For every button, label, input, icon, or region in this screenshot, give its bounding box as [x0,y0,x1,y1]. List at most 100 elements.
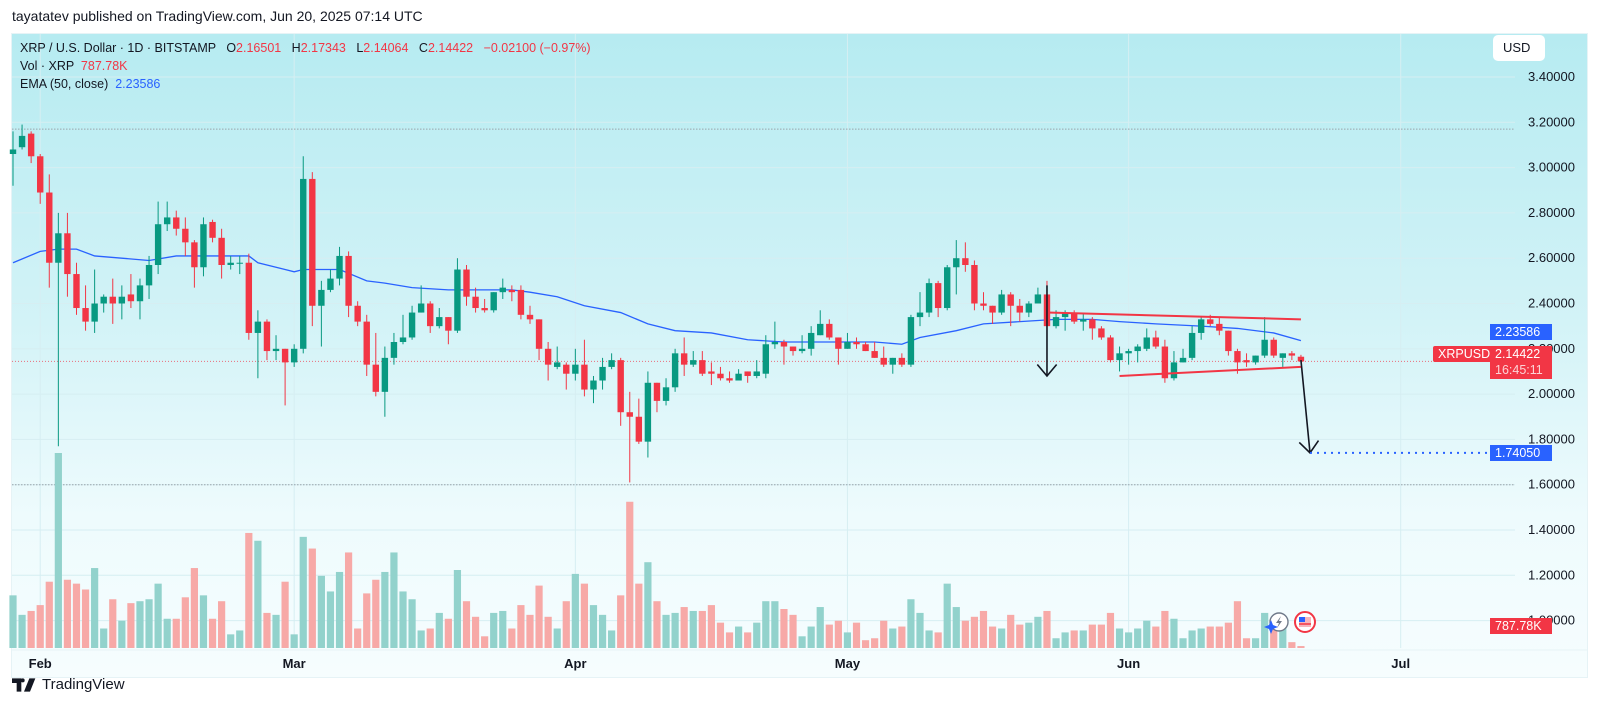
candle-body [1143,337,1150,349]
candle-body [1234,351,1241,363]
candle [1025,301,1033,318]
candle-body [617,360,624,413]
candle-body [690,360,697,365]
candle [653,382,661,413]
candle [372,332,379,397]
x-tick-label: Jun [1117,656,1140,671]
logo-text: TradingView [42,676,125,693]
volume-bar [889,628,897,648]
candle-body [454,269,461,331]
candle [717,366,724,381]
us-flag-icon[interactable] [1294,611,1316,633]
volume-bar [1097,624,1105,648]
volume-bar [653,601,661,648]
candle-body [9,149,17,155]
volume-bar [399,591,407,648]
candle [46,174,53,288]
candle-body [662,387,670,401]
candle-body [826,323,833,338]
candle [925,278,933,318]
candle [263,319,271,361]
y-tick-label: 2.60000 [1528,250,1575,265]
tradingview-logo[interactable]: TradingView [12,676,125,693]
candle [472,287,479,313]
volume-bar [961,620,969,648]
volume-tag: 787.78K [1490,618,1552,634]
volume-bar [163,618,171,648]
volume-bar [236,630,244,648]
volume-bar [1197,628,1205,648]
candle [218,228,225,279]
x-tick-label: Apr [564,656,586,671]
volume-bar [1034,616,1042,648]
candle [82,285,89,331]
legend-ema-row[interactable]: EMA (50, close) 2.23586 [20,75,591,93]
candle [1270,337,1277,358]
candle-body [608,360,615,367]
candle-body [309,178,316,306]
candle [381,346,389,417]
volume-bar [1125,632,1133,648]
candle-body [127,294,135,302]
candle [191,240,198,288]
candle-body [798,348,806,352]
candle-body [1080,319,1087,322]
volume-bar [91,568,99,648]
legend-volume-row[interactable]: Vol · XRP 787.78K [20,57,591,75]
candle [635,398,643,444]
candle [454,258,461,333]
y-tick-label: 2.40000 [1528,296,1575,311]
legend-symbol[interactable]: XRP / U.S. Dollar · 1D · BITSTAMP [20,41,216,55]
candle-body [544,348,552,365]
volume-bar [326,591,335,648]
candle-body [971,264,978,304]
volume-bar [916,612,924,648]
volume-bar [100,628,108,648]
volume-bar [589,605,598,648]
candle [617,357,624,426]
volume-bar [1206,626,1214,648]
candle-body [1134,346,1141,352]
candle [690,351,697,367]
candle [671,348,679,392]
volume-bar [698,610,706,648]
candle-body [880,357,887,365]
candle-body [363,321,370,365]
candle-body [408,312,416,338]
low-label: L [356,41,364,55]
candle-body [436,317,443,327]
candle [73,262,80,315]
volume-bar [390,552,398,648]
lightning-icon-glyph [1276,616,1282,628]
candle [100,294,107,313]
candle-body [980,303,987,306]
candle-body [835,337,842,349]
candle [735,369,742,381]
candle [154,201,162,275]
candle [1007,292,1014,327]
volume-bar [218,601,226,648]
candle-body [73,274,80,309]
currency-button[interactable]: USD [1493,35,1545,61]
candle [971,260,978,311]
candle-body [417,303,425,313]
candle-body [526,314,534,320]
arrow-shaft [1300,360,1311,453]
candle-body [236,262,243,264]
volume-bar [834,620,842,648]
candle [1197,317,1205,340]
candle-body [762,344,770,374]
volume-bar [1224,622,1232,648]
candle-body [817,323,824,336]
chart-pane[interactable] [11,33,1588,678]
candle [445,317,452,345]
volume-bar [72,583,81,648]
candle [563,362,570,390]
volume-bar [254,540,262,648]
volume-bar [671,612,679,648]
candle [1279,353,1286,367]
candle-body [699,360,706,374]
volume-bar [172,618,180,648]
candle [817,310,824,336]
